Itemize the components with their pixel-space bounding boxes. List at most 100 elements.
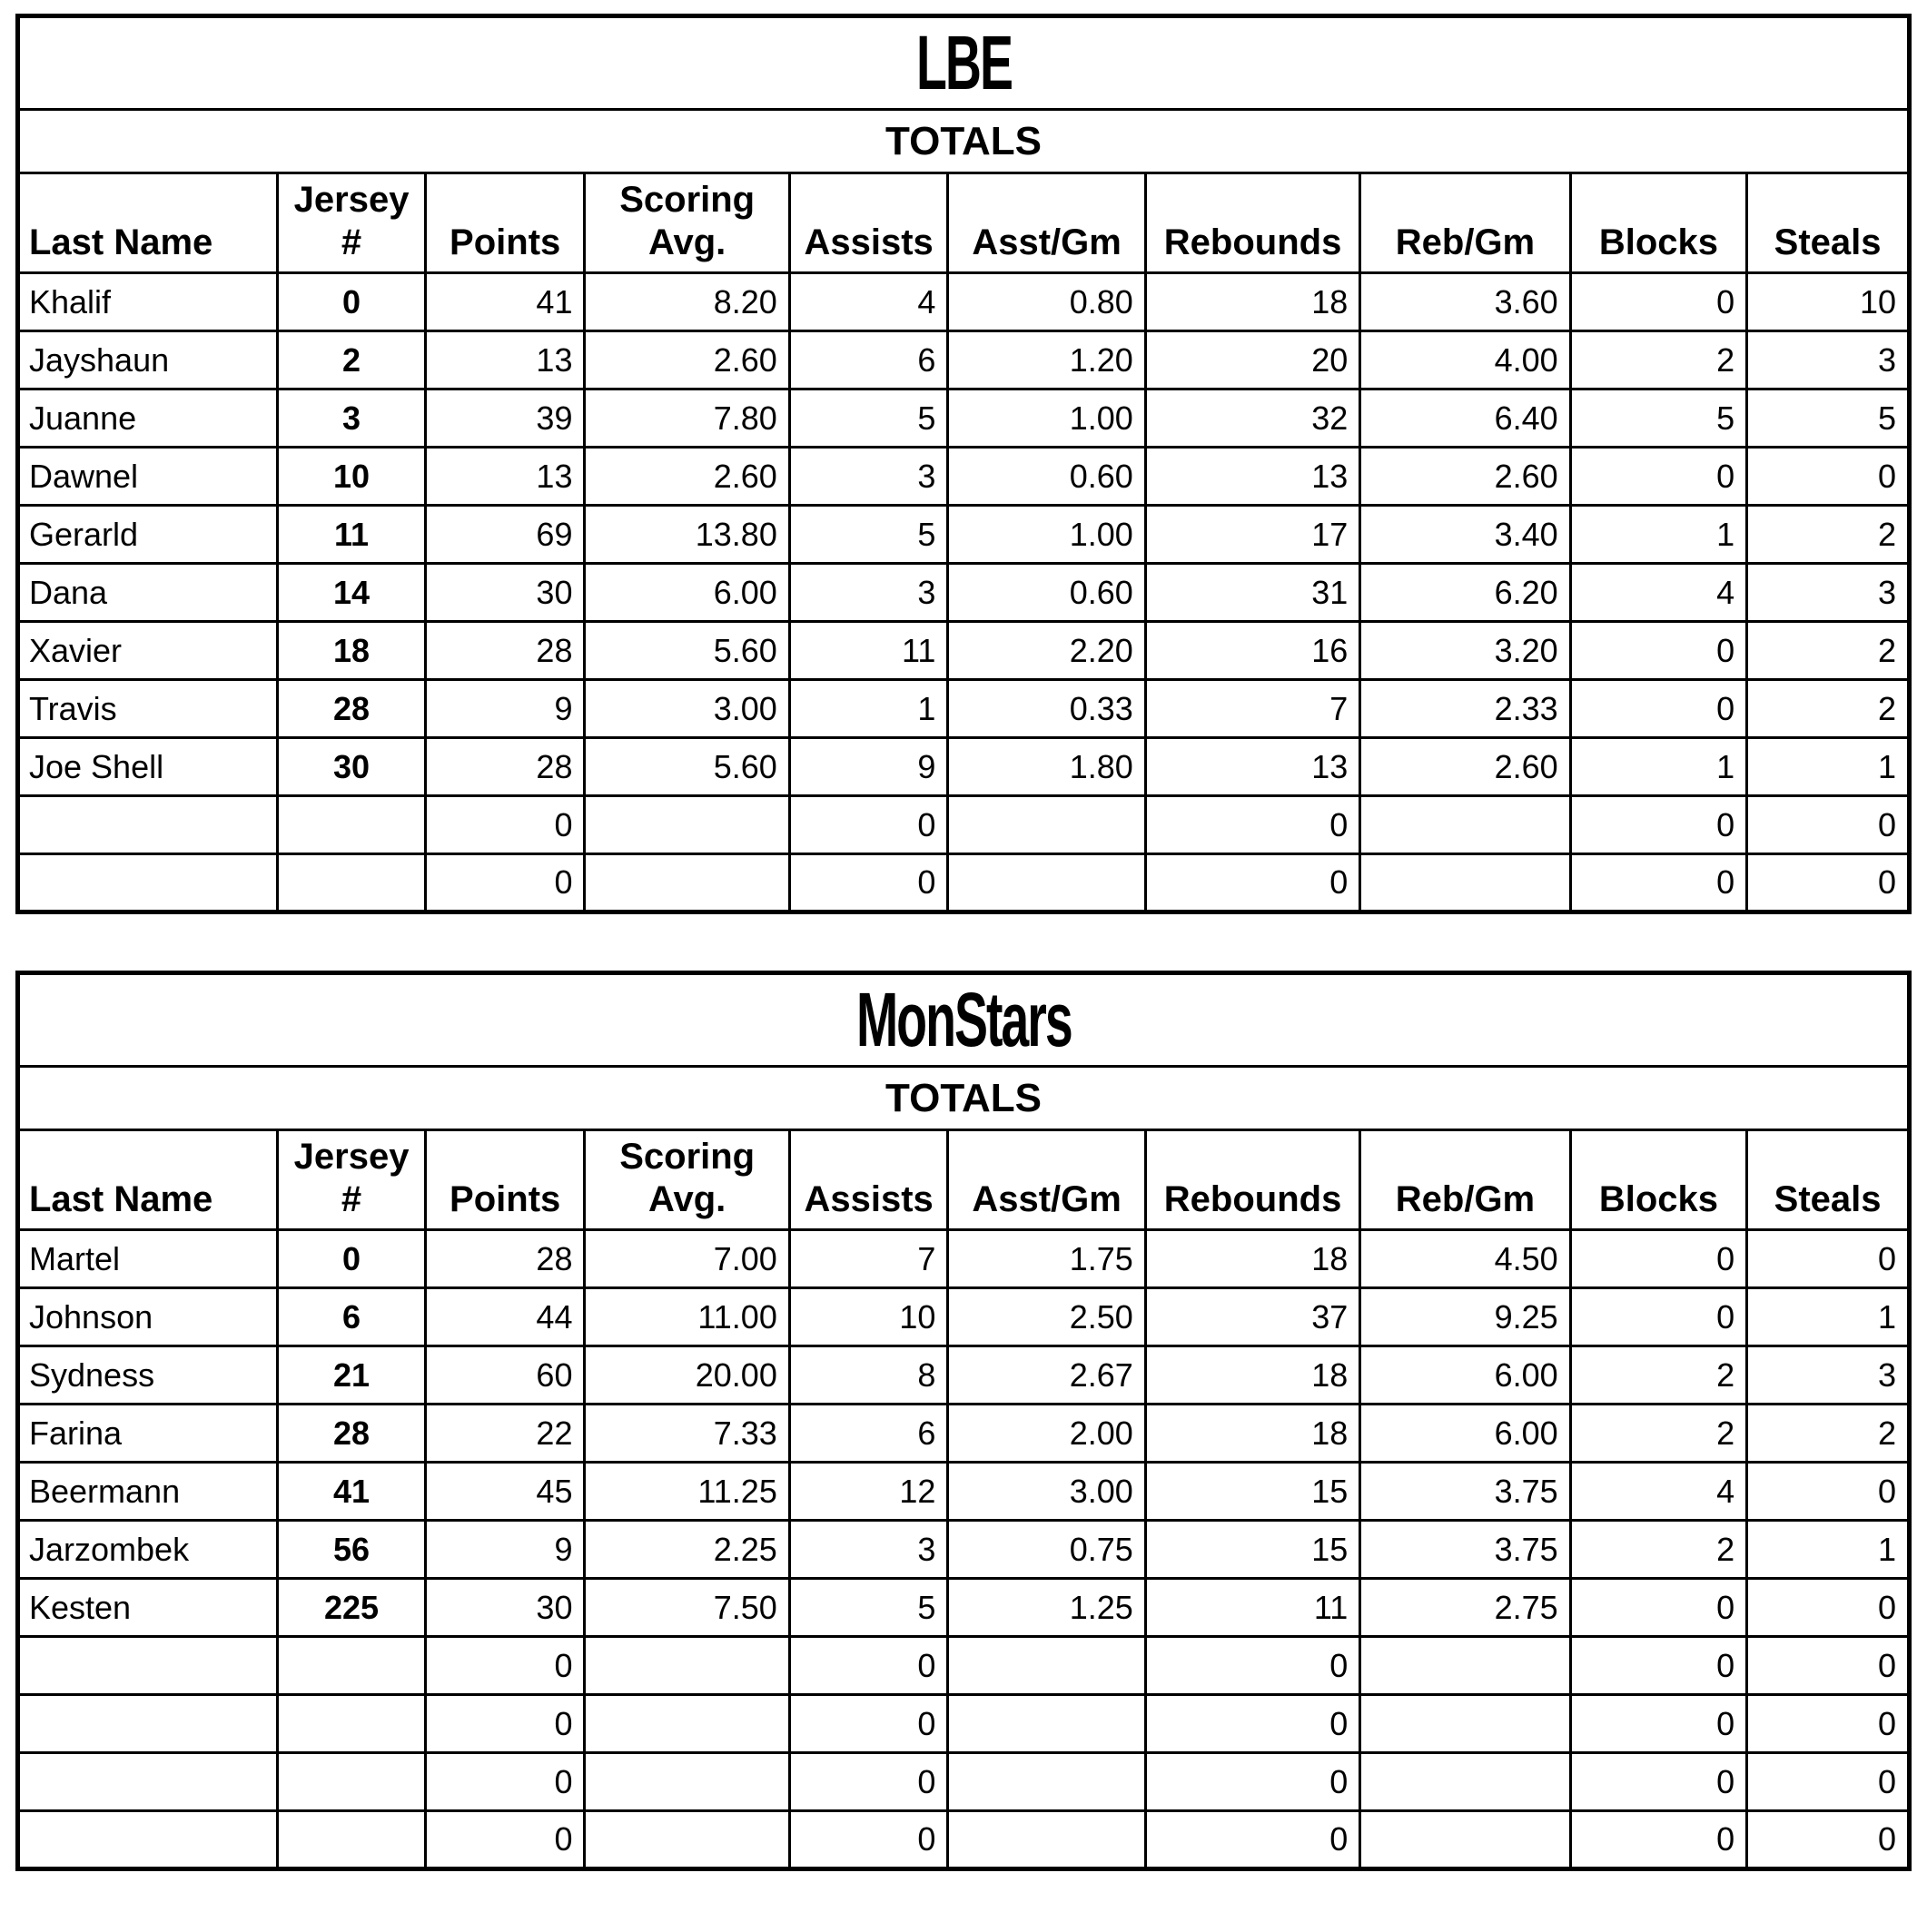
stat-cell-reb_gm: 6.40 xyxy=(1359,388,1572,448)
column-header: Scoring Avg. xyxy=(583,172,791,274)
stat-cell-assists: 3 xyxy=(787,446,950,507)
player-name-cell: Jayshaun xyxy=(15,330,280,390)
stat-cell-reb_gm: 3.60 xyxy=(1359,271,1572,332)
player-row: Gerarld 11 69 13.80 5 1.00 17 3.40 1 2 xyxy=(15,504,1911,565)
stat-cell-reb_gm xyxy=(1359,1693,1572,1754)
stat-cell-blocks: 0 xyxy=(1568,794,1749,855)
column-header: Last Name xyxy=(15,1129,280,1231)
stat-cell-assists: 7 xyxy=(787,1228,950,1289)
stat-cell-asst_gm: 2.00 xyxy=(946,1403,1147,1464)
stat-cell-asst_gm: 1.25 xyxy=(946,1577,1147,1638)
player-row: Dana 14 30 6.00 3 0.60 31 6.20 4 3 xyxy=(15,562,1911,623)
stat-cell-steals: 2 xyxy=(1745,678,1911,739)
stat-cell-rebounds: 20 xyxy=(1143,330,1362,390)
stat-cell-assists: 9 xyxy=(787,736,950,797)
stat-cell-steals: 3 xyxy=(1745,1345,1911,1405)
stat-cell-assists: 11 xyxy=(787,620,950,681)
stat-cell-asst_gm: 1.00 xyxy=(946,388,1147,448)
stat-cell-asst_gm: 2.67 xyxy=(946,1345,1147,1405)
stat-cell-blocks: 4 xyxy=(1568,562,1749,623)
jersey-number-cell: 28 xyxy=(276,1403,427,1464)
stat-cell-steals: 3 xyxy=(1745,330,1911,390)
stat-cell-asst_gm: 2.20 xyxy=(946,620,1147,681)
jersey-number-cell: 0 xyxy=(276,1228,427,1289)
player-name-cell: Gerarld xyxy=(15,504,280,565)
player-name-cell: Farina xyxy=(15,1403,280,1464)
stat-cell-assists: 5 xyxy=(787,388,950,448)
jersey-number-cell: 6 xyxy=(276,1286,427,1347)
jersey-number-cell xyxy=(276,1809,427,1870)
stat-cell-rebounds: 15 xyxy=(1143,1519,1362,1580)
stat-cell-rebounds: 0 xyxy=(1143,1809,1362,1870)
jersey-number-cell xyxy=(276,794,427,855)
player-name-cell xyxy=(15,1809,280,1870)
totals-label: TOTALS xyxy=(16,1065,1911,1131)
player-name-cell xyxy=(15,853,280,913)
totals-label: TOTALS xyxy=(16,108,1911,174)
stat-cell-asst_gm xyxy=(946,1693,1147,1754)
column-header: Blocks xyxy=(1568,172,1749,274)
jersey-number-cell: 2 xyxy=(276,330,427,390)
stat-cell-scoring_avg: 8.20 xyxy=(583,271,791,332)
player-name-cell: Khalif xyxy=(15,271,280,332)
column-header-row: Last Name Jersey # Points Scoring Avg. Assis… xyxy=(15,1129,1911,1231)
stat-cell-reb_gm: 9.25 xyxy=(1359,1286,1572,1347)
player-name-cell xyxy=(15,794,280,855)
stat-cell-rebounds: 18 xyxy=(1143,1228,1362,1289)
jersey-number-cell: 225 xyxy=(276,1577,427,1638)
stat-cell-scoring_avg: 7.00 xyxy=(583,1228,791,1289)
stat-cell-blocks: 0 xyxy=(1568,1751,1749,1812)
player-name-cell: Martel xyxy=(15,1228,280,1289)
stat-cell-steals: 2 xyxy=(1745,1403,1911,1464)
stat-cell-asst_gm: 0.80 xyxy=(946,271,1147,332)
column-header: Rebounds xyxy=(1143,172,1362,274)
stat-cell-points: 0 xyxy=(423,1809,587,1870)
player-name-cell: Jarzombek xyxy=(15,1519,280,1580)
stat-cell-scoring_avg xyxy=(583,794,791,855)
stat-cell-rebounds: 0 xyxy=(1143,853,1362,913)
column-header: Jersey # xyxy=(276,1129,427,1231)
player-name-cell xyxy=(15,1693,280,1754)
column-header: Blocks xyxy=(1568,1129,1749,1231)
player-row: Juanne 3 39 7.80 5 1.00 32 6.40 5 5 xyxy=(15,388,1911,448)
stat-cell-reb_gm xyxy=(1359,794,1572,855)
stat-cell-steals: 1 xyxy=(1745,736,1911,797)
stat-cell-scoring_avg xyxy=(583,853,791,913)
jersey-number-cell: 0 xyxy=(276,271,427,332)
stat-cell-scoring_avg xyxy=(583,1693,791,1754)
stat-cell-rebounds: 13 xyxy=(1143,736,1362,797)
jersey-number-cell: 30 xyxy=(276,736,427,797)
stat-cell-asst_gm xyxy=(946,853,1147,913)
stat-cell-reb_gm xyxy=(1359,1809,1572,1870)
column-header: Asst/Gm xyxy=(946,172,1147,274)
stat-cell-assists: 0 xyxy=(787,1751,950,1812)
stat-cell-blocks: 2 xyxy=(1568,1345,1749,1405)
stat-cell-assists: 5 xyxy=(787,504,950,565)
stat-cell-asst_gm xyxy=(946,794,1147,855)
stat-cell-asst_gm: 1.80 xyxy=(946,736,1147,797)
stat-cell-rebounds: 15 xyxy=(1143,1461,1362,1522)
stat-cell-blocks: 1 xyxy=(1568,504,1749,565)
stat-cell-assists: 3 xyxy=(787,1519,950,1580)
stat-cell-blocks: 0 xyxy=(1568,1693,1749,1754)
stat-cell-points: 22 xyxy=(423,1403,587,1464)
player-row: Johnson 6 44 11.00 10 2.50 37 9.25 0 1 xyxy=(15,1286,1911,1347)
column-header: Steals xyxy=(1745,1129,1911,1231)
stat-cell-reb_gm: 4.50 xyxy=(1359,1228,1572,1289)
stat-cell-assists: 0 xyxy=(787,1693,950,1754)
stat-cell-scoring_avg xyxy=(583,1809,791,1870)
team-title-cell: MonStars xyxy=(16,971,1911,1068)
jersey-number-cell: 18 xyxy=(276,620,427,681)
column-header: Assists xyxy=(787,172,950,274)
stat-cell-asst_gm: 0.60 xyxy=(946,446,1147,507)
stat-cell-steals: 0 xyxy=(1745,1693,1911,1754)
player-name-cell: Sydness xyxy=(15,1345,280,1405)
stat-cell-steals: 0 xyxy=(1745,1228,1911,1289)
stat-cell-scoring_avg: 2.60 xyxy=(583,330,791,390)
stat-cell-assists: 1 xyxy=(787,678,950,739)
stat-cell-steals: 0 xyxy=(1745,1461,1911,1522)
stat-cell-rebounds: 18 xyxy=(1143,1403,1362,1464)
